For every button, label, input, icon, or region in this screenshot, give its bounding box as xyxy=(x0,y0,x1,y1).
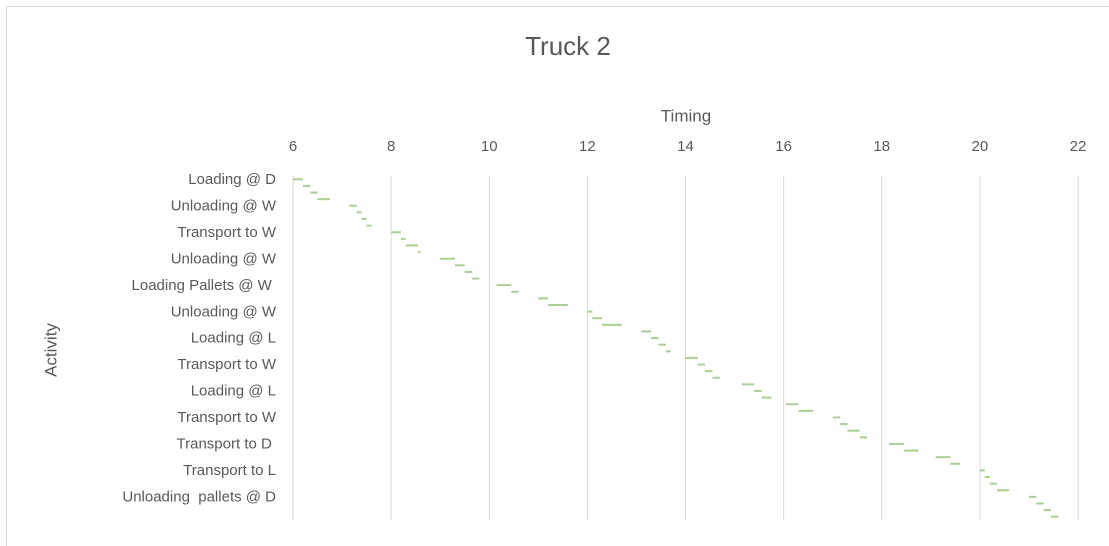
bar xyxy=(472,277,480,280)
bar xyxy=(847,429,860,432)
bar xyxy=(464,270,473,273)
bar xyxy=(712,376,720,379)
bar xyxy=(1043,509,1052,512)
y-tick-label: Unloading @ W xyxy=(171,197,277,214)
y-tick-label: Transport to W xyxy=(177,356,276,373)
x-tick-label: 18 xyxy=(873,138,890,155)
y-tick-label: Unloading @ W xyxy=(171,250,277,267)
bar xyxy=(538,297,549,300)
y-tick-label: Loading @ D xyxy=(188,171,276,188)
bar xyxy=(317,198,330,201)
y-tick-label: Loading Pallets @ W xyxy=(132,277,276,294)
y-tick-label: Transport to L xyxy=(183,462,276,479)
bar xyxy=(989,482,998,485)
bar xyxy=(310,191,318,194)
bar xyxy=(361,218,367,220)
bar xyxy=(889,442,904,445)
y-tick-label: Unloading @ W xyxy=(171,303,277,320)
bar xyxy=(798,409,814,412)
chart-border xyxy=(6,6,1109,546)
bar xyxy=(984,476,990,478)
y-tick-label: Loading @ L xyxy=(191,383,276,400)
bar xyxy=(349,204,357,207)
bar xyxy=(366,224,372,227)
bar xyxy=(1051,515,1059,518)
bar xyxy=(840,423,848,426)
bar xyxy=(786,403,799,406)
x-axis-label: Timing xyxy=(661,106,711,125)
bar xyxy=(356,211,362,214)
bar xyxy=(592,317,603,320)
bar xyxy=(587,310,593,313)
bar xyxy=(405,244,419,247)
bar xyxy=(979,469,985,472)
bar xyxy=(859,436,868,439)
bar xyxy=(950,462,961,465)
bar xyxy=(935,456,951,459)
x-tick-label: 14 xyxy=(677,138,694,155)
bar xyxy=(641,330,652,333)
bar xyxy=(1028,495,1037,498)
bar xyxy=(697,363,706,366)
bar xyxy=(685,356,698,359)
x-tick-label: 6 xyxy=(289,138,297,155)
y-axis-label: Activity xyxy=(41,323,60,377)
y-tick-label: Transport to W xyxy=(177,409,276,426)
bar xyxy=(391,231,401,234)
chart-title: Truck 2 xyxy=(525,31,611,61)
bar xyxy=(511,290,519,293)
bar xyxy=(832,416,841,419)
x-tick-label: 16 xyxy=(775,138,792,155)
bar xyxy=(302,184,311,187)
bar xyxy=(602,323,622,326)
y-tick-label: Transport to W xyxy=(177,224,276,241)
bar xyxy=(496,284,512,287)
bar xyxy=(548,304,568,306)
y-tick-label: Transport to D xyxy=(177,436,276,453)
bar xyxy=(754,390,762,392)
bar xyxy=(997,489,1010,492)
bar xyxy=(761,396,772,399)
bar xyxy=(1036,502,1044,505)
bar xyxy=(418,251,421,254)
bar xyxy=(440,257,455,260)
bar xyxy=(705,370,713,373)
bar xyxy=(454,264,465,267)
bar xyxy=(658,343,666,346)
bar xyxy=(741,383,755,386)
x-tick-label: 12 xyxy=(579,138,596,155)
y-tick-label: Loading @ L xyxy=(191,330,276,347)
bar xyxy=(903,449,919,452)
x-tick-label: 8 xyxy=(387,138,395,155)
y-tick-label: Unloading pallets @ D xyxy=(122,489,276,506)
x-tick-label: 20 xyxy=(972,138,989,155)
bar xyxy=(651,337,659,340)
bar xyxy=(400,237,406,240)
bar xyxy=(293,178,303,181)
x-tick-label: 22 xyxy=(1070,138,1087,155)
bar xyxy=(665,350,671,353)
x-tick-label: 10 xyxy=(481,138,498,155)
